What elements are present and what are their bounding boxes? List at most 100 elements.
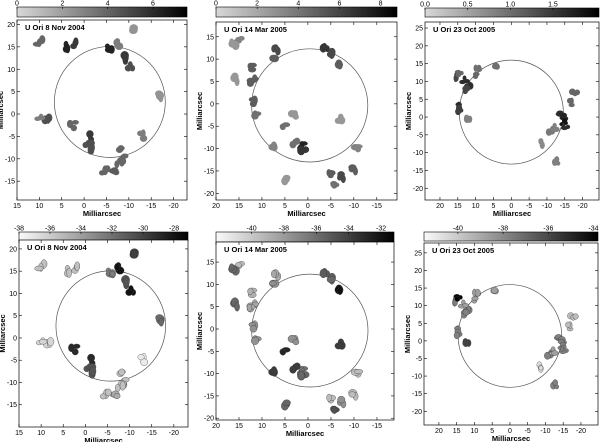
y-tick-label: 20 <box>7 22 15 29</box>
maser-spot-blob <box>455 72 462 78</box>
maser-spot-blob <box>463 115 471 123</box>
x-tick-label: 5 <box>490 428 494 435</box>
maser-spot-blob <box>140 358 149 366</box>
maser-spot-blob <box>105 388 112 397</box>
maser-spot-blob <box>246 304 252 312</box>
maser-spot <box>455 105 464 116</box>
maser-spot <box>121 275 130 290</box>
maser-spot-blob <box>139 134 148 142</box>
y-tick-label: -15 <box>204 393 214 400</box>
maser-spot-blob <box>251 336 260 345</box>
maser-spot <box>490 286 499 295</box>
maser-spot <box>550 379 559 390</box>
colorbar-tick-label: -28 <box>169 226 179 233</box>
x-tick-label: 15 <box>453 428 461 435</box>
maser-spot-blob <box>114 160 120 169</box>
y-tick-label: -5 <box>417 132 423 139</box>
maser-spot-blob <box>125 288 133 296</box>
panel-5: -40 -38 -36 -34 -32 20 15 10 5 0 -5 -10 -15 15 10 5 0 -5 -… <box>195 226 395 438</box>
maser-spot-blob <box>292 338 300 346</box>
maser-spot <box>271 44 281 56</box>
maser-spot <box>319 42 330 53</box>
colorbar <box>215 6 398 18</box>
x-axis-label: Milliarcsec <box>492 434 530 442</box>
x-tick-label: -10 <box>124 203 134 210</box>
x-tick-label: 20 <box>212 423 220 430</box>
maser-spot <box>281 174 291 186</box>
maser-spot-blob <box>298 370 305 380</box>
maser-spot <box>247 287 258 298</box>
maser-spot <box>115 380 127 392</box>
x-tick-label: -5 <box>104 430 110 437</box>
y-tick-label: 5 <box>418 321 422 328</box>
x-tick-label: 20 <box>435 428 443 435</box>
maser-spot <box>279 347 291 356</box>
maser-spot-blob <box>235 36 242 43</box>
colorbar-tick-label: 1.5 <box>548 2 558 9</box>
y-tick-label: -15 <box>7 402 17 409</box>
y-tick-label: 15 <box>206 34 214 41</box>
y-tick-label: -20 <box>204 191 214 198</box>
maser-spot <box>116 368 126 377</box>
maser-spot-blob <box>32 41 42 47</box>
colorbar-tick-label: -34 <box>76 226 86 233</box>
colorbar-tick-label: 4 <box>106 1 110 8</box>
maser-spot <box>326 272 336 285</box>
maser-spot-blob <box>455 108 462 116</box>
maser-spot <box>330 405 340 414</box>
maser-spot <box>228 263 240 276</box>
maser-spot-blob <box>463 85 471 92</box>
maser-spot <box>71 261 81 274</box>
panel-title: U Ori 23 Oct 2005 <box>433 25 495 34</box>
maser-spot-blob <box>271 269 277 278</box>
maser-spot <box>297 145 310 156</box>
maser-spot-blob <box>37 115 46 121</box>
maser-spot <box>473 64 483 73</box>
maser-spot-blob <box>476 64 482 73</box>
maser-spot-blob <box>552 379 558 386</box>
x-tick-label: -15 <box>372 203 382 210</box>
colorbar-tick-label: 6 <box>151 1 155 8</box>
maser-spot-blob <box>119 157 125 167</box>
maser-spot-blob <box>249 100 257 108</box>
x-tick-label: -20 <box>169 430 179 437</box>
x-tick-label: 5 <box>283 423 287 430</box>
y-axis-label: Milliarcsec <box>195 92 204 130</box>
maser-spot <box>287 109 299 120</box>
maser-spot-blob <box>334 117 343 125</box>
maser-spot <box>137 352 149 366</box>
maser-spot <box>462 338 472 347</box>
y-tick-label: -15 <box>413 168 423 175</box>
maser-spot-blob <box>158 318 164 327</box>
maser-spot-blob <box>249 325 258 333</box>
x-tick-label: 20 <box>436 203 444 210</box>
maser-spot-blob <box>247 62 254 70</box>
x-tick-label: 5 <box>492 203 496 210</box>
y-tick-label: 5 <box>11 89 15 96</box>
y-tick-label: 10 <box>415 79 423 86</box>
colorbar-tick-label: -38 <box>498 226 508 233</box>
maser-spot <box>453 328 463 340</box>
x-tick-label: -15 <box>147 430 157 437</box>
y-tick-label: 15 <box>415 61 423 68</box>
plot-frame <box>423 242 599 426</box>
maser-spot-blob <box>319 43 327 53</box>
y-tick-label: -20 <box>412 409 422 416</box>
panel-4: -38 -36 -34 -32 -30 -28 15 10 5 0 -5 -10 -15 -20 20 15 1… <box>0 226 189 445</box>
maser-spot-blob <box>68 343 75 353</box>
maser-spot-blob <box>331 405 338 414</box>
maser-spot <box>233 35 245 44</box>
maser-spot-blob <box>560 346 565 352</box>
x-tick-label: -10 <box>349 423 359 430</box>
maser-spot-blob <box>66 119 74 129</box>
x-tick-label: -10 <box>125 430 135 437</box>
maser-spot-blob <box>47 337 55 347</box>
maser-spot-blob <box>129 25 138 35</box>
maser-spot <box>271 269 281 281</box>
maser-spot-blob <box>269 280 277 287</box>
y-tick-label: 0 <box>210 101 214 108</box>
maser-spot <box>279 122 291 131</box>
maser-spot-blob <box>293 137 301 145</box>
x-tick-label: 5 <box>283 203 287 210</box>
